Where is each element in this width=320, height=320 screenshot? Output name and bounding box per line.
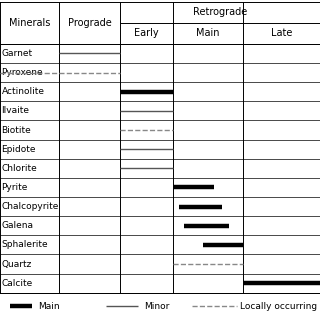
Text: Galena: Galena xyxy=(2,221,34,230)
Text: Sphalerite: Sphalerite xyxy=(2,240,48,249)
Text: Early: Early xyxy=(134,28,159,38)
Text: Ilvaite: Ilvaite xyxy=(2,106,30,115)
Text: Actinolite: Actinolite xyxy=(2,87,44,96)
Text: Locally occurring: Locally occurring xyxy=(240,302,317,311)
Text: Pyroxene: Pyroxene xyxy=(2,68,43,77)
Text: Epidote: Epidote xyxy=(2,145,36,154)
Text: Calcite: Calcite xyxy=(2,279,33,288)
Text: Garnet: Garnet xyxy=(2,49,33,58)
Text: Main: Main xyxy=(196,28,220,38)
Text: Chalcopyrite: Chalcopyrite xyxy=(2,202,59,211)
Text: Main: Main xyxy=(38,302,60,311)
Text: Minor: Minor xyxy=(144,302,169,311)
Text: Late: Late xyxy=(271,28,292,38)
Text: Retrograde: Retrograde xyxy=(193,7,247,17)
Text: Pyrite: Pyrite xyxy=(2,183,28,192)
Text: Prograde: Prograde xyxy=(68,18,111,28)
Text: Biotite: Biotite xyxy=(2,125,31,134)
Text: Chlorite: Chlorite xyxy=(2,164,37,173)
Text: Quartz: Quartz xyxy=(2,260,32,268)
Text: Minerals: Minerals xyxy=(9,18,50,28)
